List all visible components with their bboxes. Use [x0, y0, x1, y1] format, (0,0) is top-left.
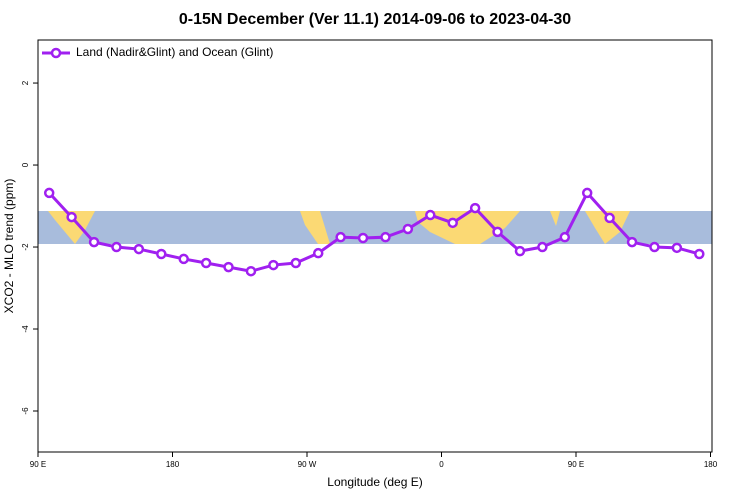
data-point — [66, 211, 77, 223]
x-tick-label: 180 — [704, 460, 718, 469]
data-point — [133, 243, 145, 255]
y-tick-label: -6 — [21, 407, 30, 415]
y-tick-label: 0 — [21, 162, 30, 167]
data-point — [43, 187, 55, 199]
x-tick-label: 180 — [166, 460, 180, 469]
data-point — [559, 231, 571, 243]
y-tick-label: -2 — [21, 243, 30, 251]
x-tick-label: 0 — [439, 460, 444, 469]
legend-label: Land (Nadir&Glint) and Ocean (Glint) — [76, 45, 273, 59]
data-point — [200, 257, 212, 269]
data-point — [88, 236, 100, 248]
data-point — [402, 223, 414, 235]
x-tick-label: 90 E — [568, 460, 584, 469]
data-point — [290, 257, 302, 269]
y-axis-label: XCO2 - MLO trend (ppm) — [2, 179, 16, 314]
data-point — [537, 241, 548, 253]
data-point — [626, 236, 638, 248]
data-point — [178, 253, 189, 265]
data-point — [245, 265, 257, 277]
data-point — [649, 241, 660, 253]
data-point — [492, 226, 503, 238]
x-tick-label: 90 E — [30, 460, 46, 469]
data-point — [447, 217, 458, 229]
plot-frame — [37, 39, 713, 453]
data-point — [581, 187, 593, 199]
y-tick-label: -4 — [21, 325, 30, 333]
x-axis-label: Longitude (deg E) — [327, 475, 422, 489]
data-point — [469, 202, 481, 214]
data-point — [671, 242, 683, 254]
data-point — [380, 231, 391, 243]
data-point — [156, 248, 167, 260]
data-point — [312, 247, 324, 259]
data-point — [335, 231, 346, 243]
data-point — [223, 261, 234, 273]
data-point — [514, 245, 526, 257]
data-point — [694, 248, 705, 260]
data-point — [425, 209, 436, 221]
chart-title: 0-15N December (Ver 11.1) 2014-09-06 to … — [179, 11, 571, 28]
x-tick-label: 90 W — [298, 460, 317, 469]
data-point — [357, 232, 369, 244]
data-point — [604, 212, 615, 224]
data-point — [111, 241, 122, 253]
data-point — [268, 259, 279, 271]
y-tick-label: 2 — [21, 80, 30, 85]
legend-marker — [50, 47, 62, 59]
